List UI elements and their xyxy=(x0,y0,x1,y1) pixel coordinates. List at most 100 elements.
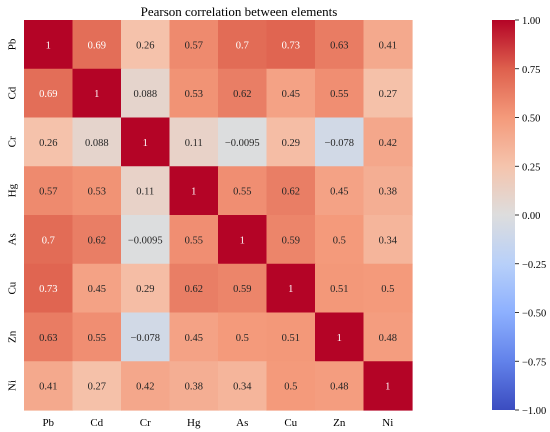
colorbar-tick-label: 0.75 xyxy=(522,65,540,76)
cell-value-label: 0.55 xyxy=(233,187,251,198)
cell-value-label: 0.62 xyxy=(185,284,203,295)
heatmap-cell xyxy=(121,20,171,70)
y-axis-tick-labels: Pb Cd Cr Hg As Cu Zn Ni xyxy=(7,38,19,391)
cell-value-label: −0.078 xyxy=(130,333,160,344)
heatmap-cell xyxy=(363,215,413,265)
heatmap-cell xyxy=(121,263,171,314)
heatmap-cell xyxy=(315,215,365,265)
y-tick-label: As xyxy=(7,233,19,245)
heatmap-cell xyxy=(169,117,219,167)
colorbar-tick-label: −1.00 xyxy=(522,406,546,417)
heatmap-cell xyxy=(121,166,171,216)
colorbar-tick-label: 0.50 xyxy=(522,114,540,125)
cell-value-label: 0.55 xyxy=(88,333,106,344)
cell-value-label: 0.26 xyxy=(39,138,57,149)
cell-value-label: 1 xyxy=(94,89,99,100)
x-tick-label: Cr xyxy=(140,417,151,429)
cell-value-label: 0.63 xyxy=(330,40,348,51)
y-tick-label: Ni xyxy=(7,380,19,391)
heatmap-cell xyxy=(218,117,268,167)
heatmap-cell xyxy=(363,361,413,411)
heatmap-cell xyxy=(169,312,219,362)
cell-value-label: 0.59 xyxy=(282,235,300,246)
heatmap-cell xyxy=(266,166,316,216)
heatmap-cell xyxy=(218,263,268,314)
cell-value-label: 0.41 xyxy=(39,382,57,393)
cell-value-label: 0.27 xyxy=(88,382,106,393)
heatmap-cell xyxy=(363,20,413,70)
heatmap-cell xyxy=(315,68,365,119)
cell-value-label: 1 xyxy=(288,284,293,295)
heatmap-cell xyxy=(315,312,365,362)
cell-value-label: 0.5 xyxy=(284,382,297,393)
heatmap-cell xyxy=(266,215,316,265)
heatmap-cell xyxy=(266,117,316,167)
cell-value-label: 0.29 xyxy=(136,284,154,295)
heatmap-cell xyxy=(169,68,219,119)
heatmap-cell xyxy=(72,361,122,411)
heatmap-cell xyxy=(169,215,219,265)
heatmap-cell xyxy=(315,263,365,314)
heatmap-cell xyxy=(72,263,122,314)
heatmap-cell xyxy=(266,20,316,70)
cell-value-label: 0.69 xyxy=(88,40,106,51)
heatmap-cell xyxy=(266,361,316,411)
cell-value-label: 0.27 xyxy=(379,89,397,100)
heatmap-cell xyxy=(72,20,122,70)
heatmap-cell xyxy=(24,166,74,216)
cell-value-label: 0.62 xyxy=(282,187,300,198)
heatmap-cell xyxy=(24,117,74,167)
heatmap-cell xyxy=(218,166,268,216)
cell-value-label: 0.5 xyxy=(381,284,394,295)
cell-value-label: 0.62 xyxy=(233,89,251,100)
x-tick-label: Zn xyxy=(333,417,346,429)
heatmap-cell xyxy=(218,215,268,265)
heatmap-cell xyxy=(218,20,268,70)
colorbar-tick-label: −0.50 xyxy=(522,309,546,320)
colorbar-tick-label: 1.00 xyxy=(522,16,540,27)
cell-value-label: 0.41 xyxy=(379,40,397,51)
cell-value-label: 0.5 xyxy=(236,333,249,344)
cell-value-label: −0.0095 xyxy=(225,138,260,149)
heatmap-cell xyxy=(218,312,268,362)
heatmap-cell xyxy=(72,117,122,167)
heatmap-cell xyxy=(72,312,122,362)
cell-value-label: 0.53 xyxy=(185,89,203,100)
heatmap-cell xyxy=(218,68,268,119)
cell-value-label: 1 xyxy=(46,40,51,51)
cell-value-label: 0.51 xyxy=(330,284,348,295)
cell-value-label: 1 xyxy=(240,235,245,246)
cell-value-label: 0.088 xyxy=(85,138,109,149)
x-tick-label: Hg xyxy=(187,417,201,429)
cell-value-label: 0.62 xyxy=(88,235,106,246)
y-tick-label: Zn xyxy=(7,330,19,343)
cell-value-label: 0.29 xyxy=(282,138,300,149)
y-tick-label: Cd xyxy=(7,86,19,99)
cell-value-label: 0.55 xyxy=(185,235,203,246)
cell-value-label: 0.7 xyxy=(42,235,55,246)
heatmap-cell xyxy=(169,20,219,70)
x-tick-label: Pb xyxy=(42,417,54,429)
heatmap-cell xyxy=(24,312,74,362)
cell-value-label: 1 xyxy=(337,333,342,344)
heatmap-cell xyxy=(218,361,268,411)
cell-value-label: 0.26 xyxy=(136,40,154,51)
colorbar-tick-label: −0.25 xyxy=(522,260,546,271)
colorbar-tick-label: −0.75 xyxy=(522,357,546,368)
cell-value-label: 0.59 xyxy=(233,284,251,295)
heatmap-cell xyxy=(169,263,219,314)
heatmap-cell xyxy=(121,215,171,265)
heatmap-cell xyxy=(72,215,122,265)
cell-value-label: 0.48 xyxy=(379,333,397,344)
cell-value-label: 0.73 xyxy=(39,284,57,295)
cell-value-label: 0.45 xyxy=(88,284,106,295)
cell-value-label: 0.55 xyxy=(330,89,348,100)
heatmap-cell xyxy=(266,312,316,362)
heatmap-cell xyxy=(24,68,74,119)
heatmap-cell xyxy=(315,117,365,167)
heatmap-cell xyxy=(363,312,413,362)
y-tick-label: Hg xyxy=(7,183,19,197)
cell-value-label: 0.48 xyxy=(330,382,348,393)
heatmap-cell xyxy=(363,68,413,119)
heatmap-cell xyxy=(266,263,316,314)
